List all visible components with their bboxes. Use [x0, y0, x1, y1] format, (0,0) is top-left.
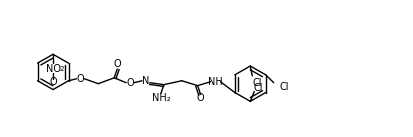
Text: 2: 2	[59, 66, 64, 72]
Text: NH₂: NH₂	[152, 93, 170, 103]
Text: N: N	[142, 76, 150, 86]
Text: O: O	[197, 93, 204, 103]
Text: Cl: Cl	[254, 83, 263, 93]
Text: O: O	[49, 77, 57, 87]
Text: NO: NO	[45, 64, 61, 74]
Text: Cl: Cl	[252, 78, 262, 88]
Text: O: O	[114, 59, 121, 69]
Text: NH: NH	[208, 77, 223, 87]
Text: O: O	[77, 74, 84, 84]
Text: O: O	[126, 78, 134, 88]
Text: Cl: Cl	[280, 82, 289, 92]
